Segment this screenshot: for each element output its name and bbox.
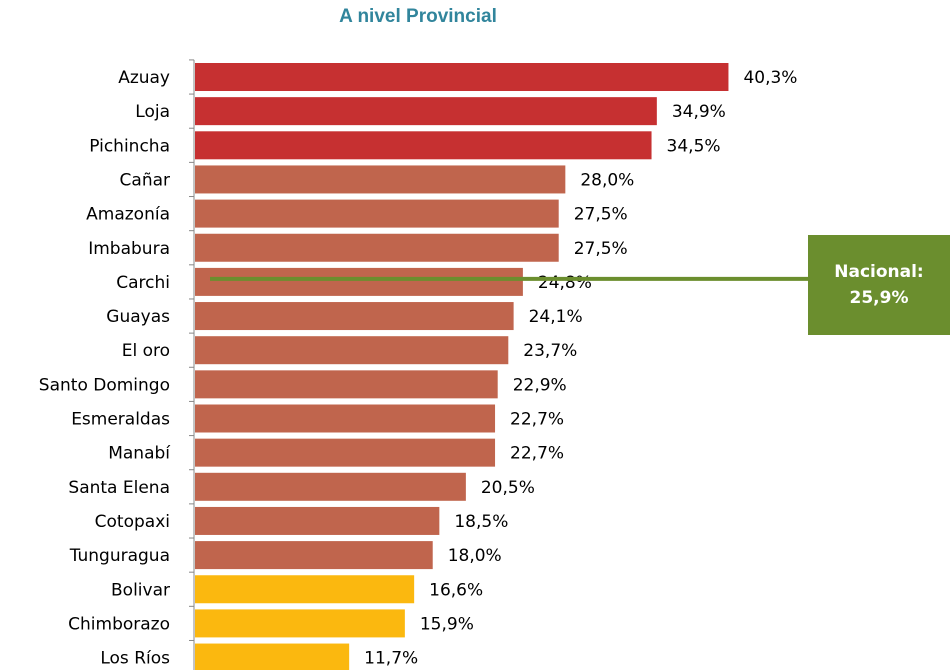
value-label: 24,8% bbox=[538, 273, 592, 293]
bar-los-ríos bbox=[195, 643, 350, 670]
bar-bolivar bbox=[195, 575, 415, 604]
value-label: 27,5% bbox=[574, 239, 628, 259]
value-label: 22,7% bbox=[510, 444, 564, 464]
bar-cotopaxi bbox=[195, 506, 440, 535]
bar-chimborazo bbox=[195, 609, 405, 638]
category-label: Cañar bbox=[120, 170, 170, 190]
value-label: 23,7% bbox=[523, 341, 577, 361]
value-label: 18,0% bbox=[448, 546, 502, 566]
bar-azuay bbox=[195, 63, 729, 91]
bar-cañar bbox=[195, 165, 566, 194]
category-label: Chimborazo bbox=[68, 614, 170, 634]
value-label: 27,5% bbox=[574, 205, 628, 225]
national-average-value: 25,9% bbox=[849, 288, 909, 308]
value-label: 34,5% bbox=[667, 136, 721, 156]
bar-santa-elena bbox=[195, 472, 466, 501]
category-label: Loja bbox=[135, 102, 170, 122]
value-label: 28,0% bbox=[580, 170, 634, 190]
bar-amazonía bbox=[195, 199, 559, 228]
chart-title: A nivel Provincial bbox=[339, 6, 497, 27]
value-label: 22,9% bbox=[513, 375, 567, 395]
value-label: 18,5% bbox=[454, 512, 508, 532]
category-label: Tunguragua bbox=[69, 546, 170, 566]
category-label: Los Ríos bbox=[100, 649, 170, 669]
bar-carchi bbox=[195, 267, 523, 296]
category-label: Santo Domingo bbox=[39, 375, 170, 395]
category-label: Manabí bbox=[108, 444, 171, 464]
bar-esmeraldas bbox=[195, 404, 496, 433]
bar-manabí bbox=[195, 438, 496, 467]
category-label: Azuay bbox=[118, 68, 170, 88]
value-label: 24,1% bbox=[529, 307, 583, 327]
value-label: 22,7% bbox=[510, 410, 564, 430]
bar-loja bbox=[195, 97, 657, 126]
value-label: 40,3% bbox=[743, 68, 797, 88]
category-label: Amazonía bbox=[86, 205, 170, 225]
bar-guayas bbox=[195, 302, 514, 331]
value-label: 15,9% bbox=[420, 614, 474, 634]
bar-pichincha bbox=[195, 131, 652, 160]
value-label: 16,6% bbox=[429, 580, 483, 600]
category-label: Guayas bbox=[106, 307, 170, 327]
bar-santo-domingo bbox=[195, 370, 498, 399]
national-average-title: Nacional: bbox=[834, 262, 924, 282]
value-label: 11,7% bbox=[364, 649, 418, 669]
bar-imbabura bbox=[195, 233, 559, 262]
category-label: Cotopaxi bbox=[95, 512, 170, 532]
national-average-label: Nacional: 25,9% bbox=[808, 235, 950, 335]
bar-tunguragua bbox=[195, 541, 433, 570]
category-label: El oro bbox=[122, 341, 170, 361]
value-label: 20,5% bbox=[481, 478, 535, 498]
value-label: 34,9% bbox=[672, 102, 726, 122]
bar-el-oro bbox=[195, 336, 509, 365]
category-label: Santa Elena bbox=[68, 478, 170, 498]
category-label: Bolivar bbox=[111, 580, 170, 600]
category-label: Carchi bbox=[116, 273, 170, 293]
category-label: Pichincha bbox=[89, 136, 170, 156]
category-label: Imbabura bbox=[88, 239, 170, 259]
category-label: Esmeraldas bbox=[71, 410, 170, 430]
